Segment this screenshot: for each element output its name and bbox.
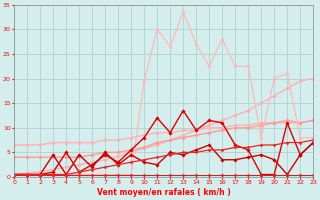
X-axis label: Vent moyen/en rafales ( km/h ): Vent moyen/en rafales ( km/h ) — [97, 188, 230, 197]
